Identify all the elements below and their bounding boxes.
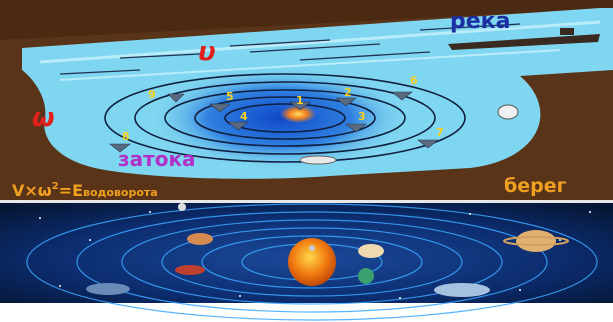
earth	[358, 268, 374, 284]
planet-orbits	[26, 203, 598, 321]
marker-2: 2	[344, 86, 352, 99]
saturn	[516, 230, 556, 252]
jupiter	[175, 265, 205, 275]
marker-4: 4	[240, 110, 248, 123]
river-whirlpool-panel: река υ ω затока 1 2 3 4 5 6 7 8 9 V×ω2=E…	[0, 0, 613, 200]
velocity-label: υ	[198, 37, 216, 67]
solar-system-panel	[0, 203, 613, 321]
boat	[448, 34, 600, 50]
angular-velocity-label: ω	[32, 103, 55, 133]
marker-5: 5	[226, 90, 234, 103]
marker-1: 1	[296, 94, 304, 107]
whirlpool-energy-formula: V×ω2=Eводоворота	[12, 181, 158, 200]
whirlpool-core	[150, 66, 410, 170]
neptune	[86, 283, 130, 295]
marker-8: 8	[122, 130, 130, 143]
marker-7: 7	[436, 126, 444, 139]
mars	[187, 233, 213, 245]
bay-label: затока	[118, 147, 196, 171]
whirlpool-spiral	[104, 73, 466, 163]
marker-3: 3	[358, 110, 366, 123]
river-label: река	[450, 9, 510, 34]
uranus	[434, 283, 490, 297]
marker-9: 9	[148, 88, 156, 101]
sun	[288, 238, 336, 286]
marker-6: 6	[410, 74, 418, 87]
venus	[358, 244, 384, 258]
shore-label: берег	[504, 175, 567, 197]
